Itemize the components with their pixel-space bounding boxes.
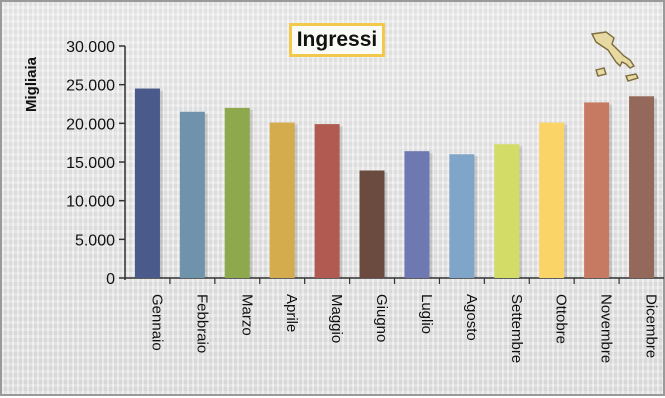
chart-title: Ingressi <box>289 23 385 57</box>
bar <box>359 170 385 278</box>
bar <box>629 96 655 279</box>
y-axis-label: Migliaia <box>23 56 40 112</box>
y-tick-label: 5.000 <box>75 232 115 249</box>
x-tick-label: Luglio <box>418 294 435 334</box>
x-tick-label: Settembre <box>508 294 525 363</box>
bar <box>539 122 565 278</box>
bar <box>134 88 160 279</box>
y-tick-label: 20.000 <box>66 116 115 133</box>
bar <box>269 122 295 278</box>
bar <box>449 154 475 278</box>
x-tick-label: Aprile <box>283 294 300 332</box>
bar <box>494 144 520 278</box>
x-tick-label: Gennaio <box>148 294 165 351</box>
bar <box>224 107 250 278</box>
bar <box>584 102 610 278</box>
x-tick-label: Febbraio <box>193 294 210 353</box>
x-tick-label: Ottobre <box>553 294 570 344</box>
italy-map-icon <box>590 31 639 82</box>
y-tick-label: 0 <box>106 271 115 288</box>
y-tick-label: 15.000 <box>66 155 115 172</box>
x-tick-label: Dicembre <box>643 294 660 358</box>
x-tick-label: Marzo <box>238 294 255 336</box>
y-tick-label: 25.000 <box>66 78 115 95</box>
x-tick-label: Agosto <box>463 294 480 341</box>
x-tick-label: Giugno <box>373 294 390 342</box>
x-tick-label: Novembre <box>598 294 615 363</box>
bar <box>179 111 205 278</box>
y-tick-label: 10.000 <box>66 194 115 211</box>
bar <box>314 124 340 279</box>
y-tick-label: 30.000 <box>66 39 115 56</box>
x-tick-label: Maggio <box>328 294 345 343</box>
bar <box>404 151 430 278</box>
